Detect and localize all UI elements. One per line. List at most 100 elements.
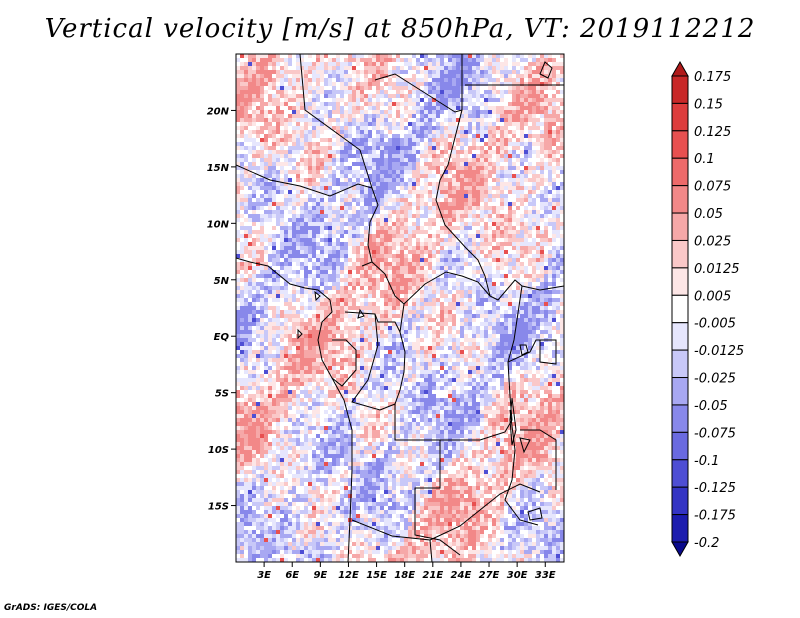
field-cell bbox=[304, 266, 308, 270]
field-cell bbox=[296, 202, 300, 206]
field-cell bbox=[332, 182, 336, 186]
field-cell bbox=[416, 282, 420, 286]
field-cell bbox=[472, 166, 476, 170]
field-cell bbox=[264, 206, 268, 210]
field-cell bbox=[532, 258, 536, 262]
field-cell bbox=[460, 154, 464, 158]
field-cell bbox=[364, 202, 368, 206]
field-cell bbox=[396, 70, 400, 74]
field-cell bbox=[272, 170, 276, 174]
field-cell bbox=[460, 250, 464, 254]
field-cell bbox=[260, 150, 264, 154]
field-cell bbox=[356, 90, 360, 94]
field-cell bbox=[372, 182, 376, 186]
field-cell bbox=[560, 274, 564, 278]
field-cell bbox=[380, 290, 384, 294]
field-cell bbox=[404, 218, 408, 222]
field-cell bbox=[296, 62, 300, 66]
field-cell bbox=[516, 110, 520, 114]
field-cell bbox=[400, 182, 404, 186]
field-cell bbox=[516, 286, 520, 290]
field-cell bbox=[360, 102, 364, 106]
field-cell bbox=[528, 102, 532, 106]
field-cell bbox=[336, 282, 340, 286]
field-cell bbox=[488, 106, 492, 110]
field-cell bbox=[400, 278, 404, 282]
field-cell bbox=[456, 78, 460, 82]
field-cell bbox=[272, 66, 276, 70]
field-cell bbox=[272, 258, 276, 262]
field-cell bbox=[264, 170, 268, 174]
field-cell bbox=[396, 226, 400, 230]
field-cell bbox=[444, 202, 448, 206]
field-cell bbox=[276, 174, 280, 178]
field-cell bbox=[480, 54, 484, 58]
field-cell bbox=[432, 194, 436, 198]
field-cell bbox=[288, 198, 292, 202]
field-cell bbox=[324, 162, 328, 166]
field-cell bbox=[436, 194, 440, 198]
field-cell bbox=[264, 150, 268, 154]
field-cell bbox=[272, 186, 276, 190]
field-cell bbox=[548, 94, 552, 98]
field-cell bbox=[428, 110, 432, 114]
field-cell bbox=[396, 266, 400, 270]
field-cell bbox=[324, 142, 328, 146]
field-cell bbox=[520, 238, 524, 242]
field-cell bbox=[504, 206, 508, 210]
field-cell bbox=[560, 74, 564, 78]
field-cell bbox=[248, 214, 252, 218]
field-cell bbox=[448, 266, 452, 270]
field-cell bbox=[428, 222, 432, 226]
field-cell bbox=[532, 122, 536, 126]
field-cell bbox=[320, 86, 324, 90]
field-cell bbox=[368, 134, 372, 138]
field-cell bbox=[348, 150, 352, 154]
field-cell bbox=[548, 178, 552, 182]
field-cell bbox=[440, 166, 444, 170]
field-cell bbox=[428, 226, 432, 230]
field-cell bbox=[548, 54, 552, 58]
field-cell bbox=[436, 242, 440, 246]
field-cell bbox=[328, 234, 332, 238]
field-cell bbox=[324, 158, 328, 162]
field-cell bbox=[360, 82, 364, 86]
field-cell bbox=[436, 82, 440, 86]
field-cell bbox=[540, 282, 544, 286]
field-cell bbox=[492, 262, 496, 266]
field-cell bbox=[336, 182, 340, 186]
field-cell bbox=[380, 198, 384, 202]
field-cell bbox=[268, 126, 272, 130]
field-cell bbox=[528, 266, 532, 270]
field-cell bbox=[272, 238, 276, 242]
field-cell bbox=[288, 202, 292, 206]
field-cell bbox=[268, 162, 272, 166]
field-cell bbox=[376, 174, 380, 178]
field-cell bbox=[372, 58, 376, 62]
field-cell bbox=[324, 82, 328, 86]
field-cell bbox=[420, 246, 424, 250]
field-cell bbox=[528, 74, 532, 78]
field-cell bbox=[240, 286, 244, 290]
field-cell bbox=[284, 146, 288, 150]
field-cell bbox=[544, 126, 548, 130]
field-cell bbox=[520, 186, 524, 190]
field-cell bbox=[356, 142, 360, 146]
field-cell bbox=[360, 242, 364, 246]
field-cell bbox=[320, 194, 324, 198]
field-cell bbox=[336, 126, 340, 130]
field-cell bbox=[532, 58, 536, 62]
field-cell bbox=[372, 170, 376, 174]
field-cell bbox=[400, 178, 404, 182]
field-cell bbox=[348, 158, 352, 162]
field-cell bbox=[504, 146, 508, 150]
field-cell bbox=[296, 242, 300, 246]
field-cell bbox=[440, 70, 444, 74]
field-cell bbox=[436, 130, 440, 134]
field-cell bbox=[460, 214, 464, 218]
field-cell bbox=[520, 282, 524, 286]
field-cell bbox=[364, 122, 368, 126]
field-cell bbox=[484, 258, 488, 262]
field-cell bbox=[416, 178, 420, 182]
field-cell bbox=[352, 102, 356, 106]
